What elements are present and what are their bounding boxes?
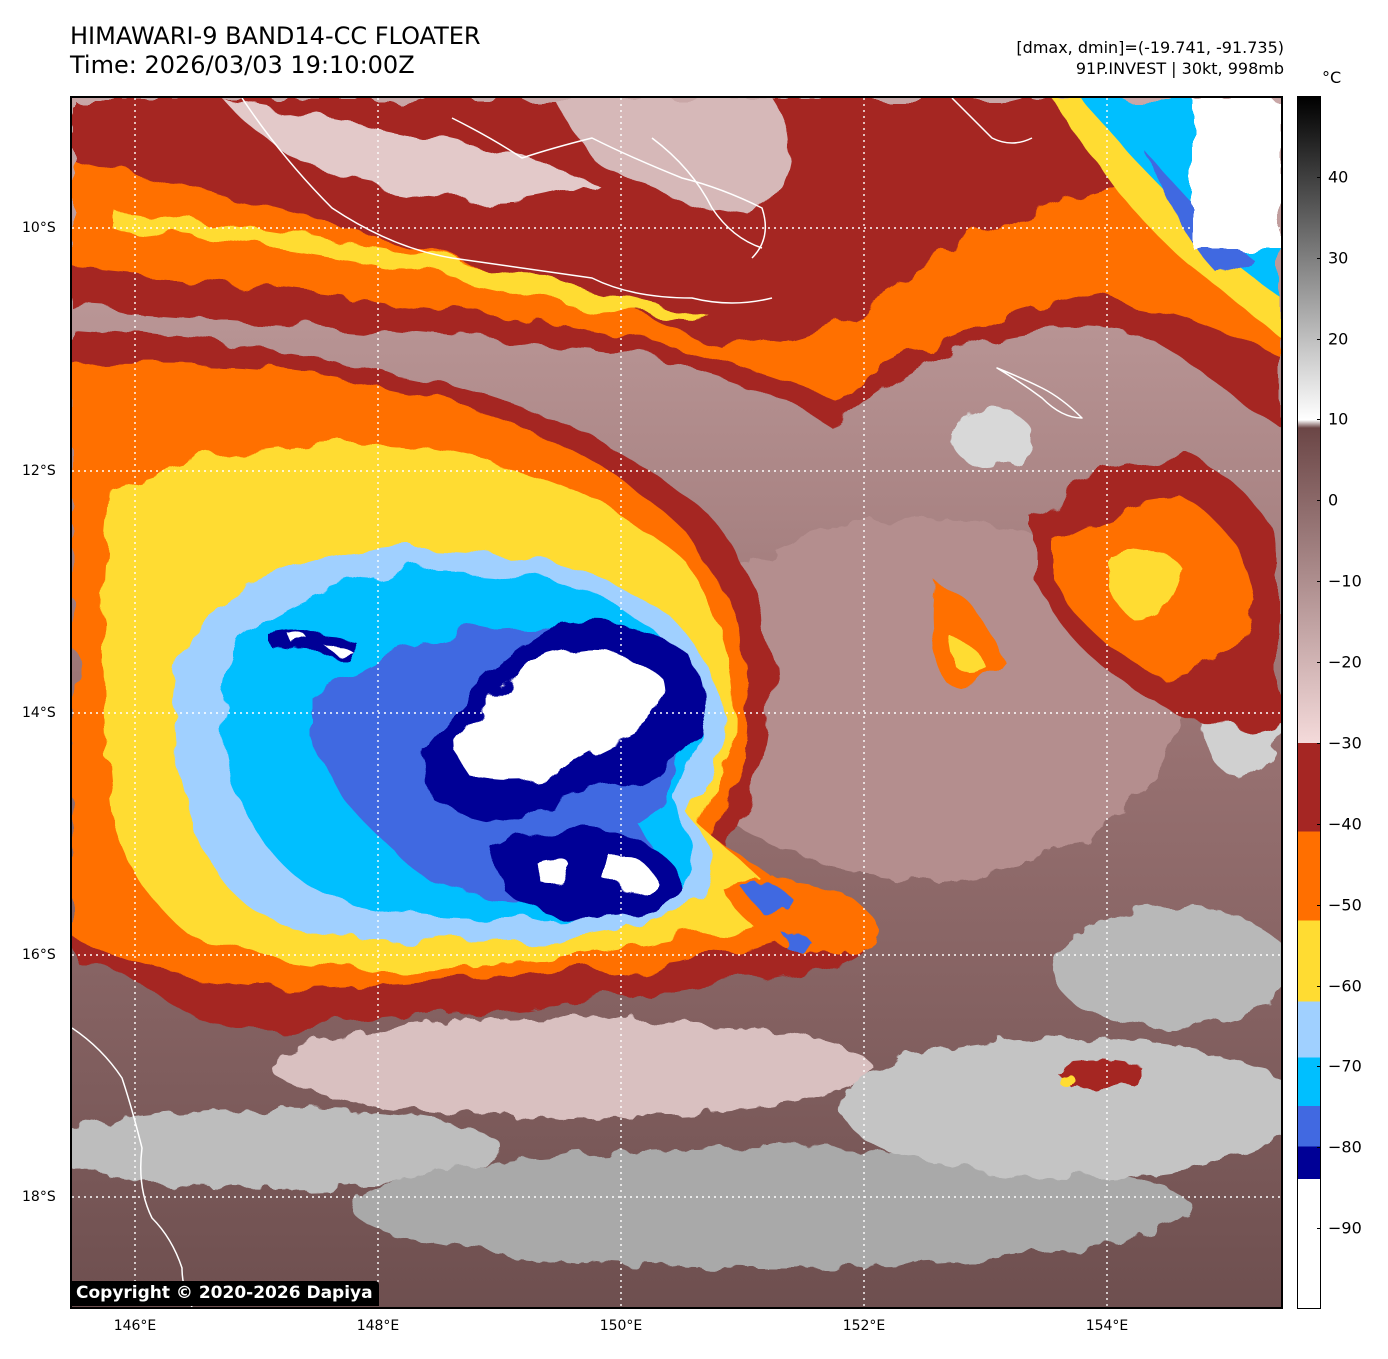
colorbar-tick-label: −30 <box>1328 733 1362 753</box>
north-cloud-band <box>72 98 1281 428</box>
colorbar-tick-label: −80 <box>1328 1137 1362 1157</box>
colorbar-tick-mark <box>1317 419 1321 421</box>
copyright-notice: Copyright © 2020-2026 Dapiya <box>70 1281 379 1306</box>
colorbar-tick-mark <box>1317 500 1321 502</box>
colorbar-tick-label: −40 <box>1328 814 1362 834</box>
storm-info: 91P.INVEST | 30kt, 998mb <box>1075 59 1284 78</box>
colorbar-tick-label: −50 <box>1328 895 1362 915</box>
colorbar-tick-mark <box>1317 662 1321 664</box>
colorbar-tick-label: 10 <box>1328 409 1349 429</box>
temperature-colorbar <box>1297 96 1321 1309</box>
colorbar-tick-mark <box>1317 581 1321 583</box>
colorbar-tick-label: 40 <box>1328 167 1349 187</box>
lon-label: 148°E <box>356 1318 400 1334</box>
lat-label: 14°S <box>22 705 56 721</box>
colorbar-unit: °C <box>1322 68 1342 87</box>
colorbar-tick-label: −70 <box>1328 1056 1362 1076</box>
lat-label: 18°S <box>22 1189 56 1205</box>
colorbar-tick-label: 0 <box>1328 490 1339 510</box>
satellite-map <box>70 96 1283 1309</box>
main-cloud-shield <box>72 328 872 1030</box>
colorbar-tick-mark <box>1317 176 1321 178</box>
colorbar-tick-label: −60 <box>1328 976 1362 996</box>
colorbar-tick-label: −90 <box>1328 1218 1362 1238</box>
colorbar-tick-mark <box>1317 742 1321 744</box>
lon-label: 150°E <box>599 1318 643 1334</box>
colorbar-tick-mark <box>1317 985 1321 987</box>
coastlines <box>72 98 1083 1307</box>
colorbar-tick-mark <box>1317 904 1321 906</box>
east-convection <box>928 458 1281 730</box>
cloud-temperature-field <box>72 98 1281 1307</box>
lon-label: 154°E <box>1085 1318 1129 1334</box>
colorbar-tick-mark <box>1317 1228 1321 1230</box>
colorbar-tick-label: 30 <box>1328 248 1349 268</box>
colorbar-tick-label: −10 <box>1328 571 1362 591</box>
lat-label: 10°S <box>22 220 56 236</box>
image-title: HIMAWARI-9 BAND14-CC FLOATER <box>70 22 481 50</box>
lon-label: 152°E <box>842 1318 886 1334</box>
lat-label: 12°S <box>22 463 56 479</box>
image-time: Time: 2026/03/03 19:10:00Z <box>70 51 415 79</box>
outer-band-cells <box>722 880 1142 1088</box>
lat-label: 16°S <box>22 947 56 963</box>
colorbar-tick-mark <box>1317 1066 1321 1068</box>
colorbar-tick-mark <box>1317 1147 1321 1149</box>
colorbar-tick-label: −20 <box>1328 652 1362 672</box>
colorbar-tick-mark <box>1317 823 1321 825</box>
lon-label: 146°E <box>113 1318 157 1334</box>
colorbar-tick-label: 20 <box>1328 329 1349 349</box>
colorbar-tick-mark <box>1317 338 1321 340</box>
range-readout: [dmax, dmin]=(-19.741, -91.735) <box>1016 38 1284 57</box>
colorbar-tick-mark <box>1317 257 1321 259</box>
